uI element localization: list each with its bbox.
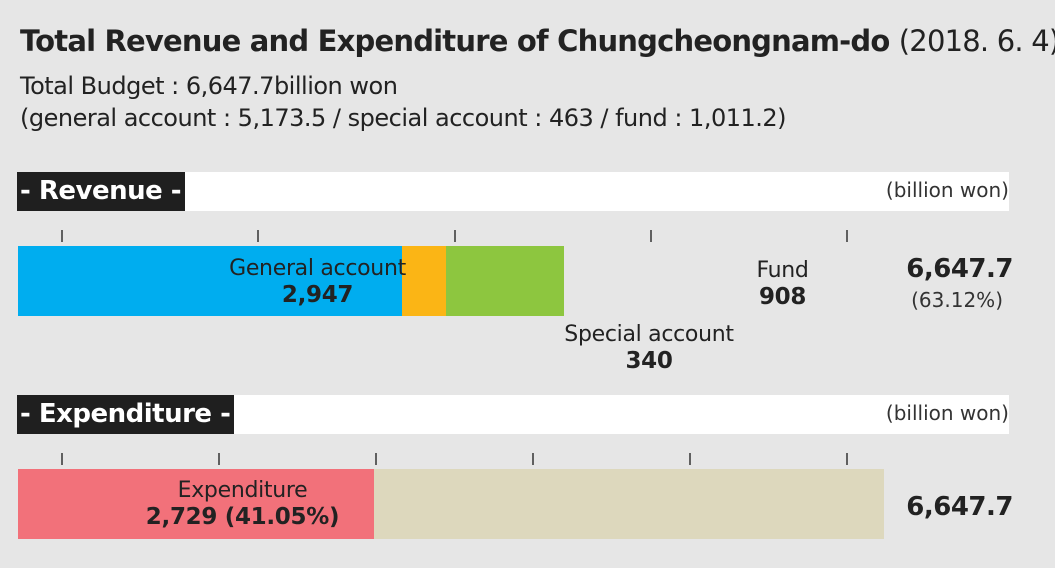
subtitle-line-2: (general account : 5,173.5 / special acc…	[20, 104, 787, 132]
general-account-label: General account	[229, 256, 406, 281]
revenue-header: - Revenue -	[17, 172, 186, 211]
revenue-unit: (billion won)	[885, 178, 1009, 202]
revenue-percent: (63.12%)	[911, 288, 1003, 312]
revenue-total: 6,647.7	[906, 254, 1013, 284]
revenue-bar-special-account	[401, 246, 447, 316]
special-account-label: Special account	[564, 322, 734, 347]
revenue-general-label: General account 2,947	[210, 256, 425, 309]
title-date: (2018. 6. 4)	[898, 24, 1055, 58]
revenue-bar	[18, 246, 884, 316]
subtitle-line-1: Total Budget : 6,647.7billion won	[20, 72, 398, 100]
chart-title: Total Revenue and Expenditure of Chungch…	[20, 24, 1055, 58]
expenditure-header: - Expenditure -	[17, 395, 235, 434]
expenditure-segment-label: Expenditure	[177, 478, 308, 503]
expenditure-unit: (billion won)	[885, 401, 1009, 425]
revenue-fund-label: Fund 908	[700, 258, 865, 311]
expenditure-total: 6,647.7	[906, 492, 1013, 522]
expenditure-bar	[18, 469, 884, 539]
general-account-value: 2,947	[281, 282, 354, 308]
revenue-bar-fund	[446, 246, 565, 316]
expenditure-bar-remaining	[373, 469, 884, 539]
expenditure-bar-spent	[18, 469, 374, 539]
fund-label: Fund	[756, 258, 809, 283]
expenditure-header-band: - Expenditure - (billion won)	[17, 395, 1009, 434]
revenue-header-band: - Revenue - (billion won)	[17, 172, 1009, 211]
title-main: Total Revenue and Expenditure of Chungch…	[20, 24, 890, 58]
revenue-special-label: Special account 340	[549, 322, 749, 375]
expenditure-label: Expenditure 2,729 (41.05%)	[130, 478, 355, 531]
expenditure-segment-value: 2,729 (41.05%)	[145, 504, 340, 530]
revenue-bar-general-account	[18, 246, 402, 316]
fund-value: 908	[758, 284, 807, 310]
special-account-value: 340	[625, 348, 673, 374]
